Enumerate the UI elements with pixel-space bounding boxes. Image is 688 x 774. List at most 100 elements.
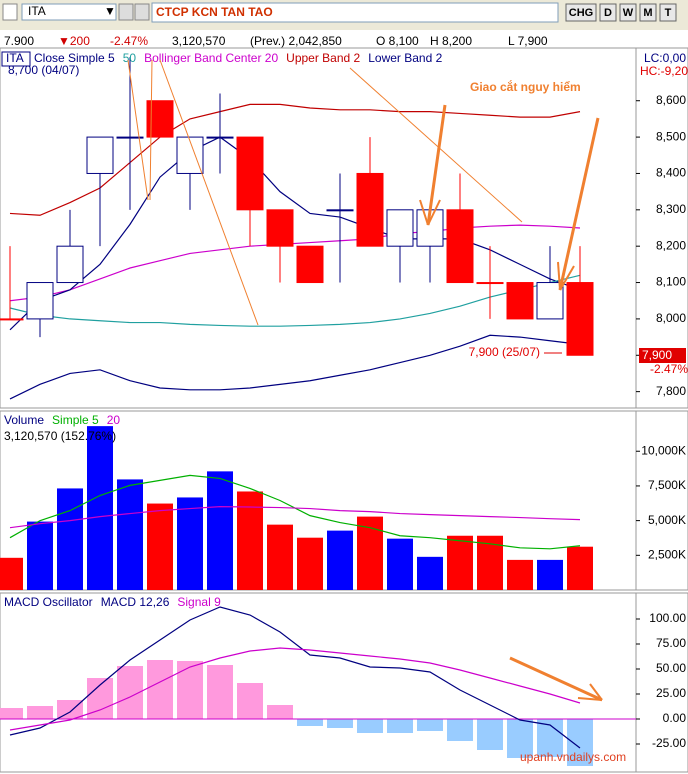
interval-button-label: D — [604, 7, 612, 19]
symbol-select[interactable] — [21, 3, 117, 21]
y-tick-label: 7,500K — [648, 478, 686, 492]
legend-entry: Volume — [4, 413, 44, 427]
y-tick-label: 25.00 — [656, 686, 686, 700]
indicator-line — [9, 334, 581, 400]
volume-bar — [0, 557, 23, 590]
last-price-label: 7,900 — [642, 348, 672, 362]
arrows — [127, 59, 603, 702]
histogram-bar — [147, 660, 173, 719]
y-tick-label: 8,200 — [656, 238, 686, 252]
volume-bar — [357, 516, 383, 590]
legend-entry: Upper Band 2 — [286, 51, 360, 65]
candle-body — [296, 245, 324, 284]
legend-entry: Bollinger Band Center 20 — [144, 51, 278, 65]
annotation: Giao cắt nguy hiểm — [470, 79, 581, 94]
volume-bar — [177, 497, 203, 590]
add-button[interactable] — [134, 3, 150, 21]
histogram-bar — [357, 719, 383, 733]
symbol: ITA — [28, 4, 46, 18]
y-tick-label: 7,800 — [656, 384, 686, 398]
quote-line: 7.900 ▼200 -2.47% 3,120,570 (Prev.) 2,042,85… — [4, 34, 548, 48]
volume-bar — [87, 426, 113, 590]
candle-body — [86, 136, 114, 174]
quote-volume: 3,120,570 — [172, 34, 226, 48]
annotation: 8,700 (04/07) — [8, 63, 79, 77]
y-tick-label: 8,500 — [656, 129, 686, 143]
legend-entry: MACD Oscillator — [4, 595, 93, 609]
interval-button[interactable] — [599, 3, 617, 22]
indicator-line — [9, 647, 581, 731]
company-name: CTCP KCN TAN TAO — [156, 5, 273, 19]
y-tick-label: 50.00 — [656, 661, 686, 675]
watermark: upanh.vndailys.com — [520, 750, 626, 764]
search-button[interactable] — [118, 3, 134, 21]
indicator-line — [9, 274, 581, 327]
histogram-bar — [297, 719, 323, 726]
toolbar-icon — [2, 3, 18, 21]
interval-button[interactable] — [659, 3, 677, 22]
lc-label: LC:0,00 — [644, 51, 686, 65]
legend-entry: Lower Band 2 — [368, 51, 442, 65]
interval-button[interactable] — [565, 3, 597, 22]
candle-body — [206, 136, 234, 139]
interval-button[interactable] — [619, 3, 637, 22]
y-tick-label: 10,000K — [641, 443, 686, 457]
y-tick-label: 100.00 — [649, 611, 686, 625]
histogram-bar — [27, 706, 53, 719]
candle-body — [266, 209, 294, 247]
interval-button-label: T — [665, 7, 672, 19]
volume-bar — [387, 538, 413, 590]
volume-bar — [207, 471, 233, 590]
candle-body — [476, 282, 504, 285]
y-tick-label: 8,000 — [656, 311, 686, 325]
candle-body — [0, 318, 24, 321]
candle-body — [116, 136, 144, 139]
legend-entry: Signal 9 — [177, 595, 221, 609]
candle-body — [386, 209, 414, 247]
interval-button-label: CHG — [569, 7, 593, 19]
panel-bg — [0, 47, 637, 409]
histogram-bar — [207, 665, 233, 719]
histogram-bar — [417, 719, 443, 731]
candle-body — [326, 209, 354, 212]
volume-bar — [147, 503, 173, 590]
volume-bar — [27, 521, 53, 590]
y-tick-label: 2,500K — [648, 547, 686, 561]
volume-bar — [567, 546, 593, 590]
volume-bar — [297, 537, 323, 590]
candle-body — [536, 282, 564, 320]
indicator-line — [9, 103, 581, 216]
histogram-bar — [477, 719, 503, 750]
last-price-box — [639, 348, 686, 363]
interval-button[interactable] — [639, 3, 657, 22]
legend-entry: 20 — [107, 413, 121, 427]
dropdown-arrow: ▼ — [104, 4, 116, 18]
histogram-bar — [327, 719, 353, 728]
candle-body — [446, 209, 474, 284]
volume-bar — [57, 488, 83, 590]
y-tick-label: 0.00 — [663, 711, 687, 725]
volume-bar — [117, 479, 143, 590]
axis-bg — [635, 592, 688, 773]
change-label: -2.47% — [650, 362, 688, 376]
quote-last: 7.900 — [4, 34, 34, 48]
interval-button-label: W — [623, 7, 634, 19]
quote-change: ▼200 — [58, 34, 90, 48]
histogram-bar — [237, 683, 263, 719]
histogram-bar — [57, 700, 83, 719]
y-tick-label: 8,100 — [656, 275, 686, 289]
interval-buttons: CHG D W M T — [565, 3, 677, 22]
volume-bar — [417, 556, 443, 590]
volume-bar — [237, 491, 263, 590]
symbol-label: ITA — [6, 51, 24, 65]
y-tick-label: 75.00 — [656, 636, 686, 650]
histogram-bar — [387, 719, 413, 733]
quote-prev: (Prev.) 2,042,850 — [250, 34, 342, 48]
y-tick-label: -25.00 — [652, 736, 686, 750]
indicator-line — [9, 506, 581, 529]
legend-entry: Simple 5 — [52, 413, 99, 427]
company-box — [151, 2, 559, 23]
indicator-line — [9, 606, 581, 749]
quote-bar — [0, 30, 688, 48]
